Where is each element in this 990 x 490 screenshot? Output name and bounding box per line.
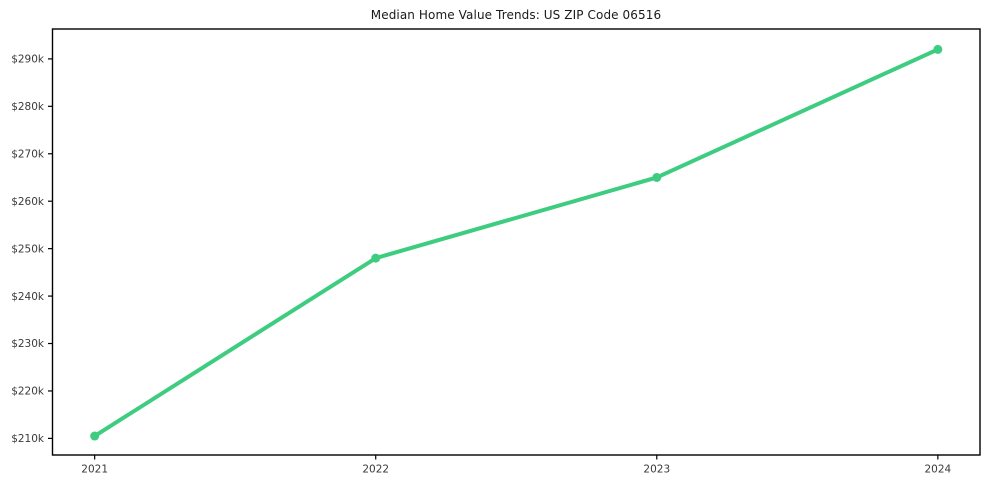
chart-title: Median Home Value Trends: US ZIP Code 06… — [370, 8, 662, 22]
x-tick-label: 2023 — [643, 464, 670, 476]
y-tick-label: $220k — [11, 386, 45, 398]
data-point-marker — [90, 431, 100, 441]
series-line — [92, 47, 940, 439]
x-tick-label: 2021 — [81, 464, 108, 476]
y-tick-label: $260k — [11, 196, 45, 208]
y-tick-label: $280k — [11, 101, 45, 113]
plot-border — [51, 28, 981, 456]
y-tick-label: $270k — [11, 148, 45, 160]
data-point-marker — [652, 172, 662, 182]
data-point-marker — [933, 44, 943, 54]
x-tick-label: 2022 — [362, 464, 389, 476]
x-tick-label: 2024 — [924, 464, 951, 476]
y-tick-label: $240k — [11, 291, 45, 303]
y-tick-label: $290k — [11, 54, 45, 66]
data-point-marker — [371, 253, 381, 263]
y-tick-label: $230k — [11, 338, 45, 350]
y-tick-label: $250k — [11, 243, 45, 255]
y-tick-label: $210k — [11, 433, 45, 445]
